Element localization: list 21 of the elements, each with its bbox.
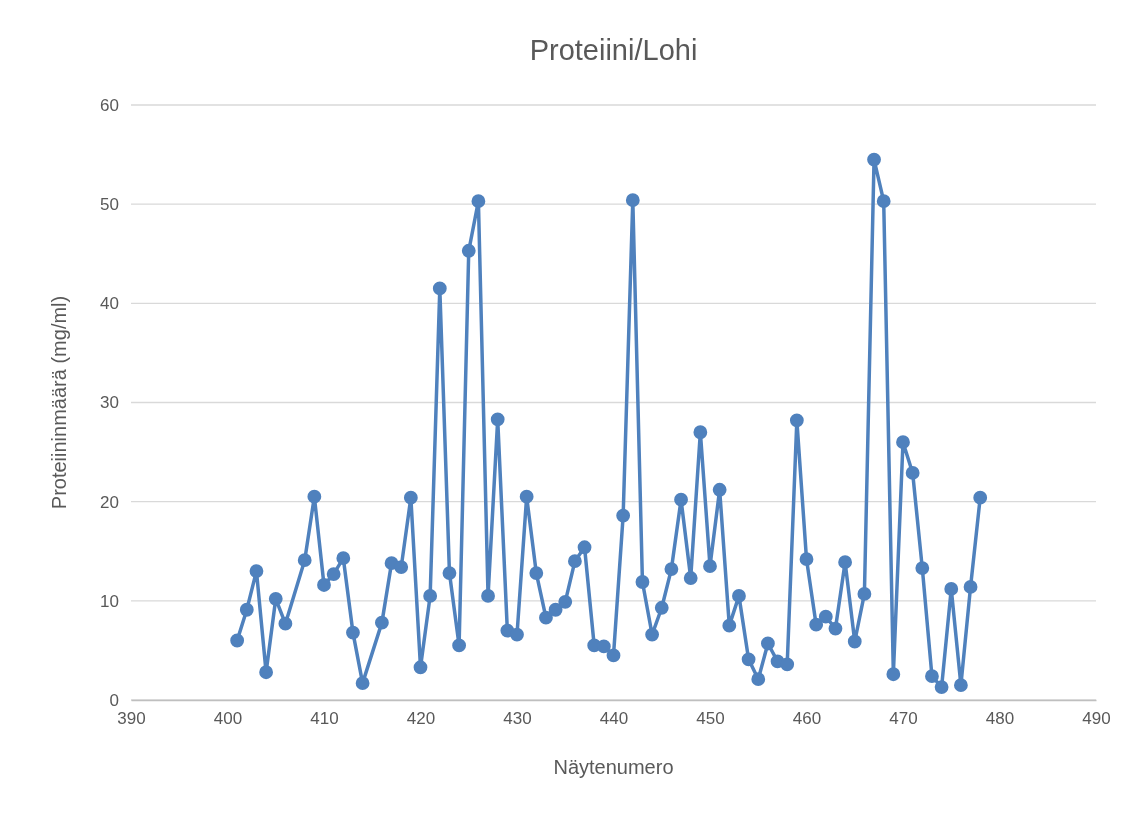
x-axis-title: Näytenumero [553,756,674,778]
y-tick-label: 10 [100,591,119,611]
x-tick-label: 420 [406,709,436,729]
x-tick-label: 390 [117,709,146,729]
x-tick-label: 490 [1082,709,1111,729]
y-tick-label: 50 [100,195,119,215]
y-tick-label: 60 [100,95,119,115]
y-tick-label: 20 [100,492,119,512]
y-tick-label: 30 [100,393,119,413]
x-tick-label: 430 [503,709,532,729]
x-tick-label: 400 [213,709,243,729]
y-tick-label: 0 [109,690,119,710]
x-tick-label: 410 [310,709,339,729]
chart-title: Proteiini/Lohi [529,34,698,66]
y-tick-label: 40 [100,294,119,314]
x-tick-label: 450 [696,709,725,729]
x-tick-label: 440 [599,709,629,729]
y-axis-title: Proteiininmäärä (mg/ml) [48,295,70,510]
x-tick-label: 480 [985,709,1015,729]
x-tick-label: 470 [889,709,918,729]
x-tick-label: 460 [792,709,822,729]
